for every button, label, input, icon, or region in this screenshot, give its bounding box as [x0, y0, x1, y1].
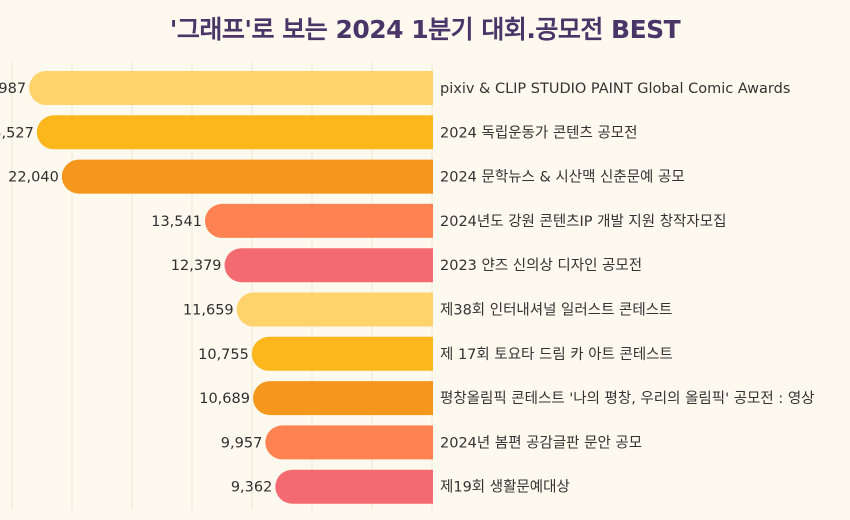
chart-title: '그래프'로 보는 2024 1분기 대회.공모전 BEST	[169, 15, 681, 44]
bar	[265, 425, 433, 460]
value-label: 11,659	[183, 303, 234, 319]
value-label: 10,755	[198, 347, 249, 363]
category-label: 제 17회 토요타 드림 카 아트 콘테스트	[440, 346, 673, 363]
category-label: 2024 독립운동가 콘텐츠 공모전	[440, 124, 637, 141]
category-label: 2024 문학뉴스 & 시산맥 신춘문예 공모	[440, 169, 685, 186]
category-label: pixiv & CLIP STUDIO PAINT Global Comic A…	[440, 81, 790, 97]
bar	[251, 336, 433, 371]
value-label: 10,689	[199, 391, 250, 407]
category-label: 2024년 봄편 공감글판 문안 공모	[440, 434, 642, 451]
bar	[36, 115, 433, 150]
bar	[275, 469, 433, 504]
bars	[29, 71, 433, 504]
category-label: 제19회 생활문예대상	[440, 479, 570, 496]
category-label: 2024년도 강원 콘텐츠IP 개발 지원 창작자모집	[440, 213, 726, 230]
category-label: 제38회 인터내셔널 일러스트 콘테스트	[440, 302, 672, 319]
category-label: 평창올림픽 콘테스트 '나의 평창, 우리의 올림픽' 공모전 : 영상	[440, 390, 815, 407]
bar	[204, 203, 433, 238]
value-label: 23,527	[0, 125, 34, 141]
bar	[236, 292, 433, 327]
value-label: 23,987	[0, 81, 26, 97]
category-label: 2023 얀즈 신의상 디자인 공모전	[440, 257, 642, 274]
value-label: 12,379	[171, 258, 222, 274]
value-label: 22,040	[8, 170, 59, 186]
labels: 23,987 pixiv & CLIP STUDIO PAINT Global C…	[0, 81, 815, 496]
bar	[61, 159, 433, 194]
bar	[252, 381, 433, 416]
value-label: 9,957	[221, 435, 263, 451]
bar	[224, 248, 433, 283]
value-label: 9,362	[231, 480, 273, 496]
value-label: 13,541	[151, 214, 202, 230]
bar	[29, 71, 433, 105]
